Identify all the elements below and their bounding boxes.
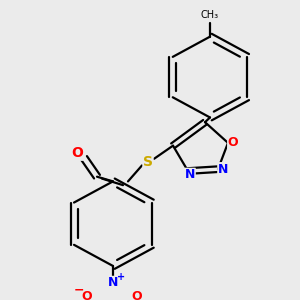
Text: O: O [82, 290, 92, 300]
Text: O: O [132, 290, 142, 300]
Text: −: − [74, 284, 84, 297]
Text: O: O [228, 136, 238, 149]
Text: N: N [218, 163, 228, 176]
Text: S: S [143, 155, 153, 169]
Text: N: N [185, 168, 195, 181]
Text: +: + [117, 272, 125, 282]
Text: CH₃: CH₃ [201, 10, 219, 20]
Text: N: N [108, 276, 118, 290]
Text: O: O [71, 146, 83, 160]
